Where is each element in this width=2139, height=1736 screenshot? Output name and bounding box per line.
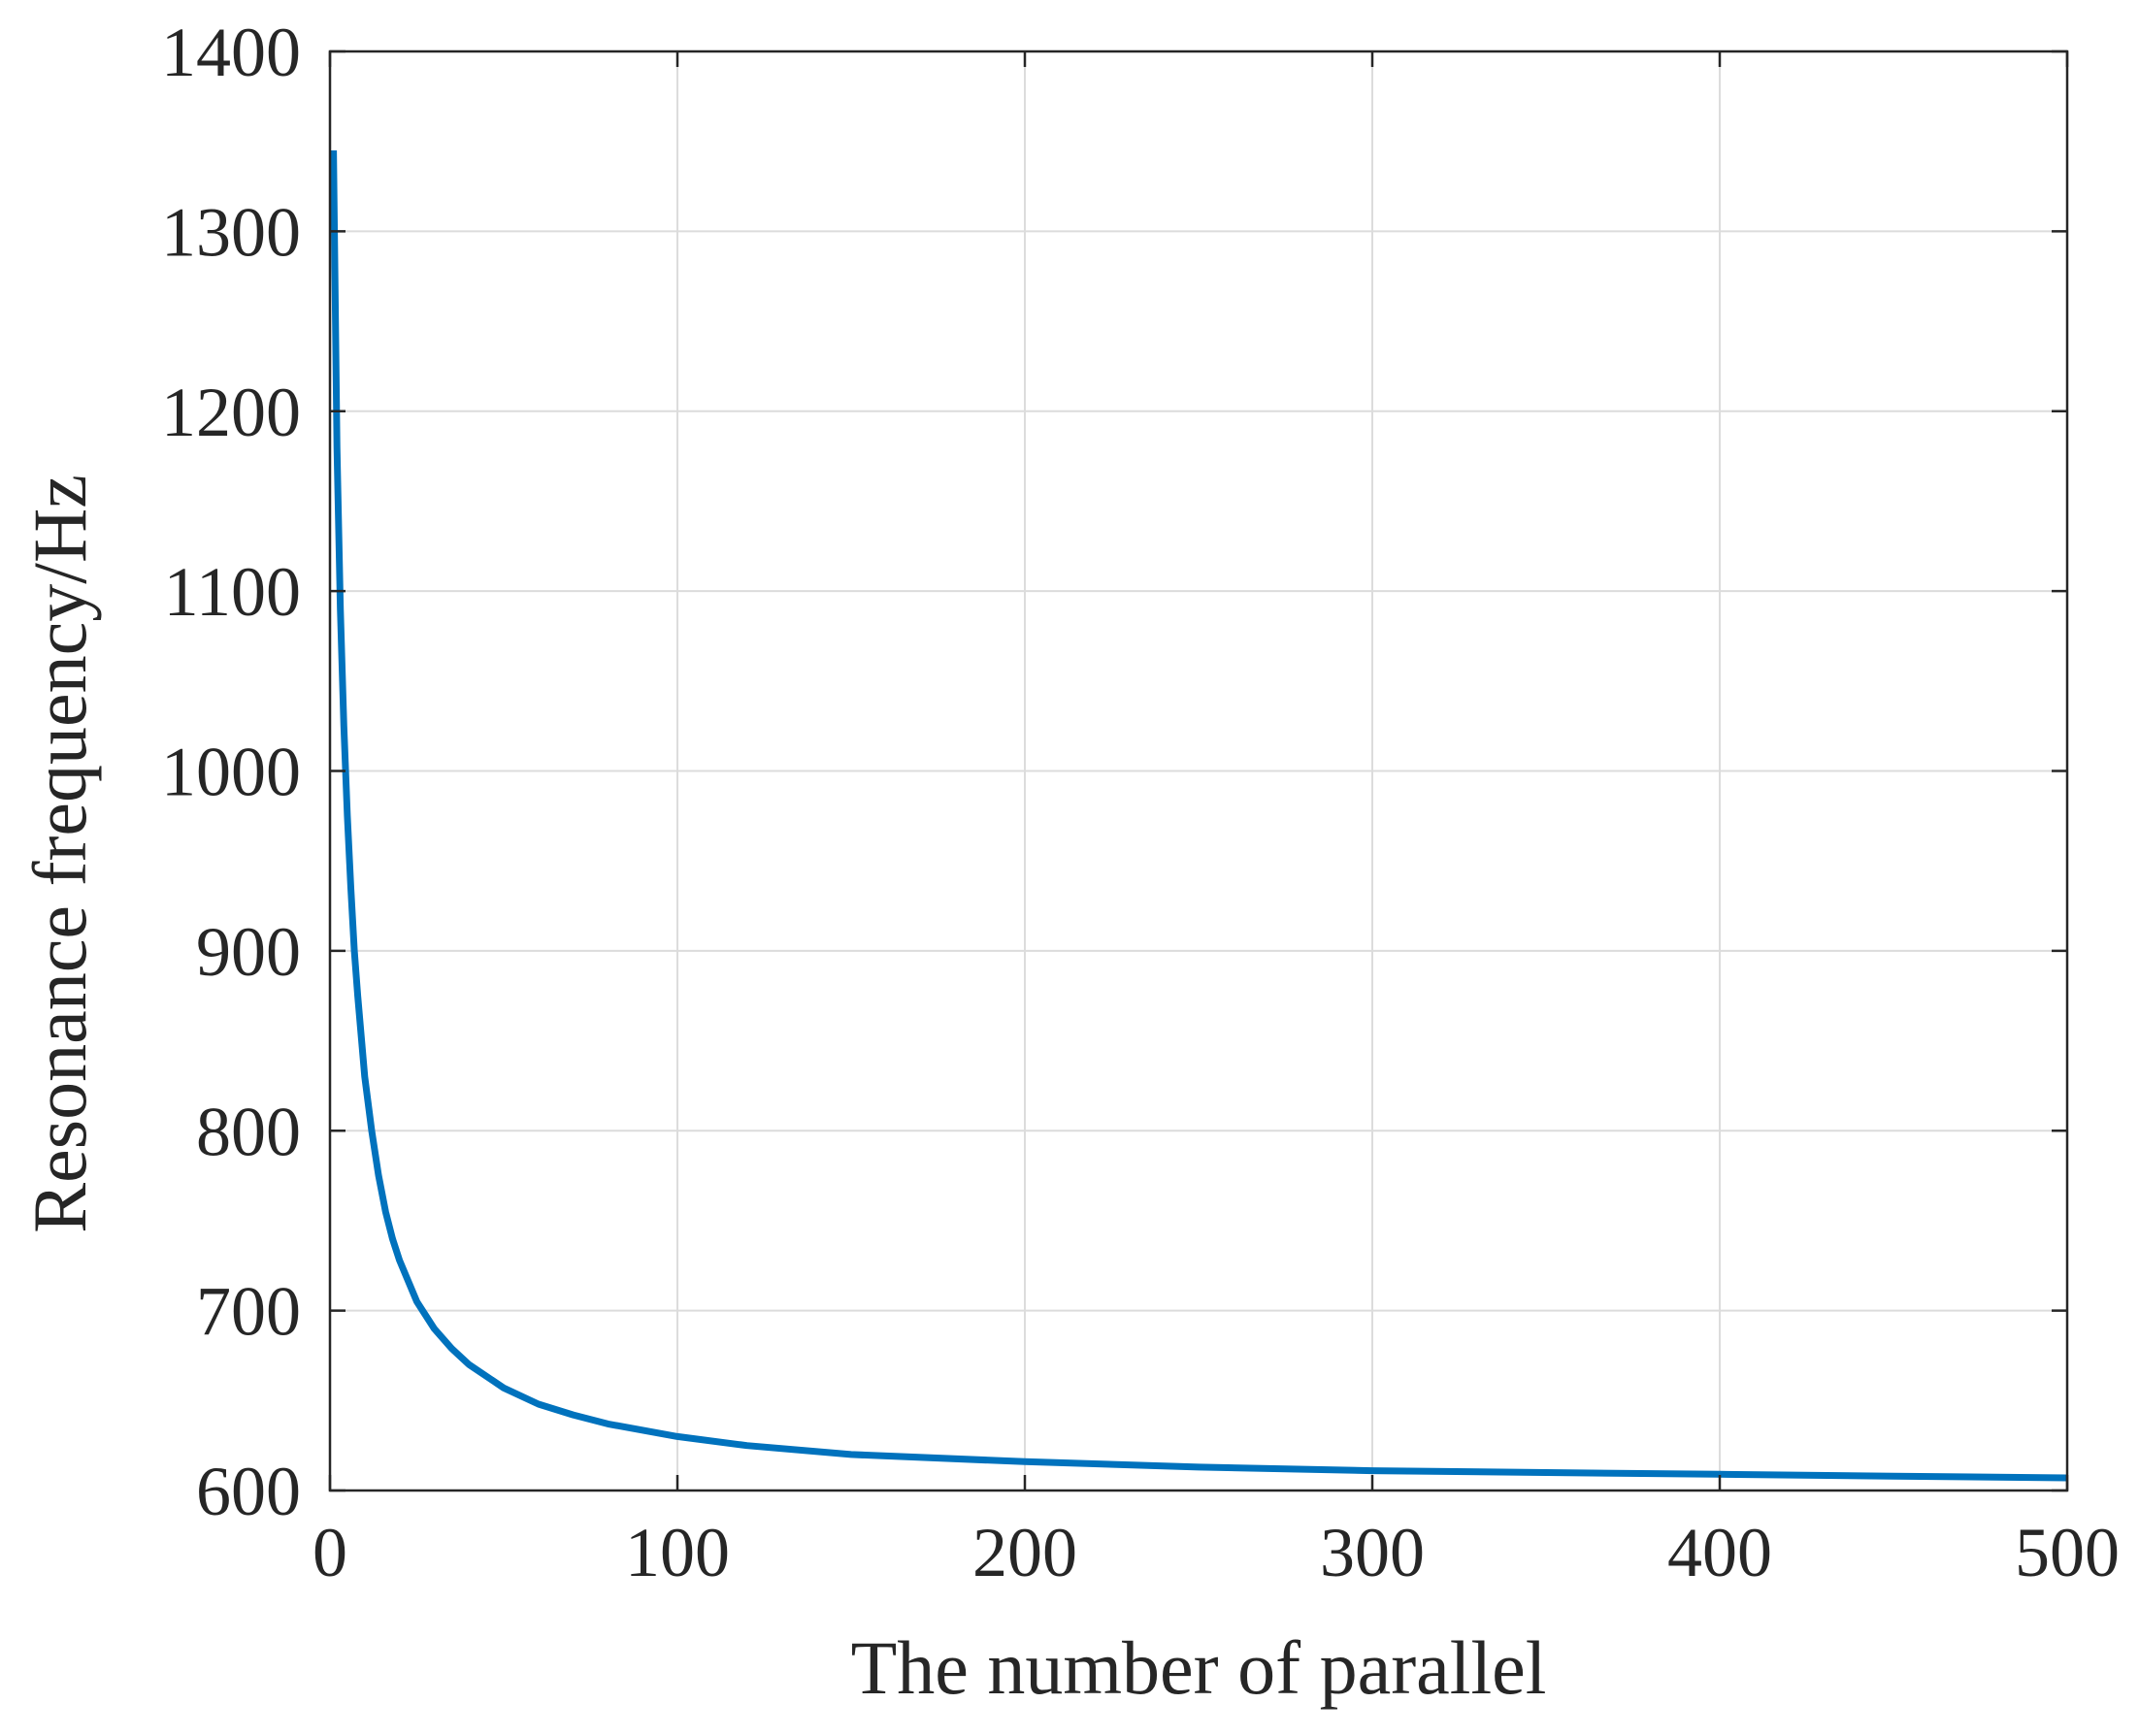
y-tick-label: 1100: [164, 553, 301, 631]
y-tick-label: 1300: [161, 193, 301, 271]
x-tick-label: 0: [313, 1514, 347, 1591]
grid-lines: [330, 51, 2067, 1490]
y-tick-label: 1400: [161, 14, 301, 91]
y-tick-label: 700: [196, 1273, 301, 1351]
x-tick-label: 400: [1667, 1514, 1772, 1591]
series-layer: [330, 149, 2068, 1482]
y-axis-label: Resonance frequency/Hz: [17, 475, 102, 1233]
y-tick-label: 1000: [161, 734, 301, 811]
y-tick-label: 1200: [161, 374, 301, 451]
y-tick-label: 800: [196, 1093, 301, 1170]
axes-frame: [328, 49, 2069, 1492]
x-tick-label: 300: [1320, 1514, 1425, 1591]
series-line: [330, 149, 2068, 1482]
x-tick-label: 500: [2015, 1514, 2120, 1591]
tick-labels: 0 100 200 300 400 500 600 700 800 900 1000 1100 1200…: [161, 14, 2120, 1591]
x-tick-label: 100: [625, 1514, 730, 1591]
y-tick-label: 600: [196, 1453, 301, 1530]
x-tick-label: 200: [972, 1514, 1077, 1591]
x-axis-label: The number of parallel: [851, 1625, 1547, 1710]
y-tick-label: 900: [196, 913, 301, 991]
